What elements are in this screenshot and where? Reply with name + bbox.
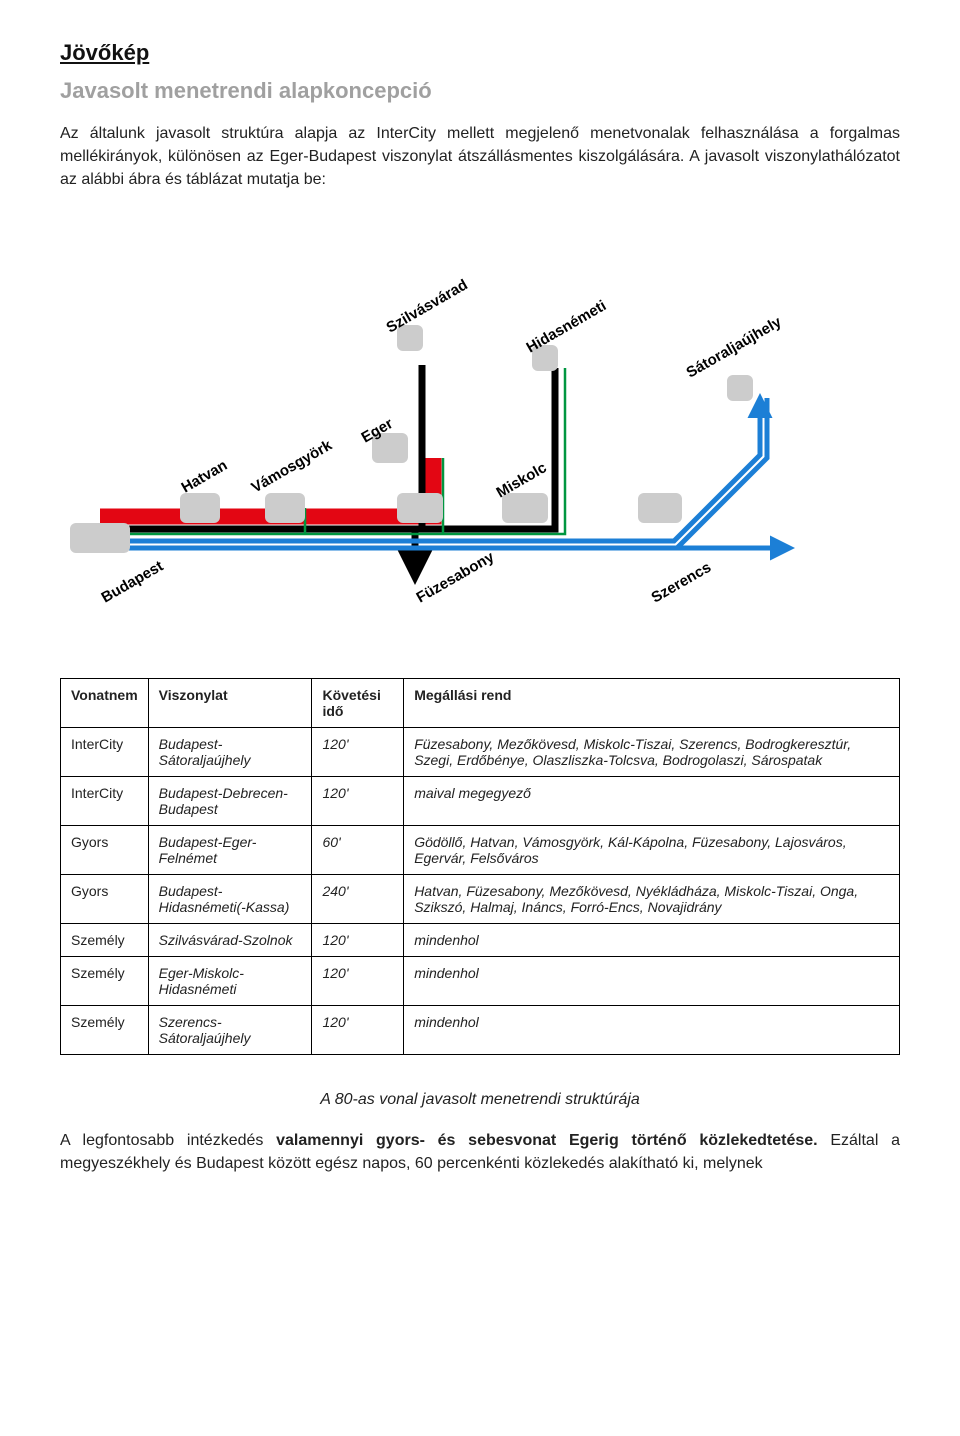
table-cell: Budapest-Debrecen-Budapest (148, 776, 312, 825)
col-viszonylat: Viszonylat (148, 678, 312, 727)
diagram-svg: BudapestHatvanVámosgyörkEgerFüzesabonyMi… (60, 208, 840, 638)
table-cell: 120' (312, 923, 404, 956)
table-row: GyorsBudapest-Hidasnémeti(-Kassa)240'Hat… (61, 874, 900, 923)
col-kovetesi: Követési idő (312, 678, 404, 727)
table-row: SzemélyEger-Miskolc-Hidasnémeti120'minde… (61, 956, 900, 1005)
table-cell: 240' (312, 874, 404, 923)
svg-text:Füzesabony: Füzesabony (414, 548, 498, 606)
table-cell: InterCity (61, 776, 149, 825)
table-cell: Gyors (61, 874, 149, 923)
table-cell: maival megegyező (404, 776, 900, 825)
table-row: SzemélySzerencs-Sátoraljaújhely120'minde… (61, 1005, 900, 1054)
table-row: SzemélySzilvásvárad-Szolnok120'mindenhol (61, 923, 900, 956)
table-cell: Szerencs-Sátoraljaújhely (148, 1005, 312, 1054)
table-cell: Budapest-Sátoraljaújhely (148, 727, 312, 776)
svg-text:Budapest: Budapest (99, 557, 167, 606)
table-cell: Eger-Miskolc-Hidasnémeti (148, 956, 312, 1005)
closing-prefix: A legfontosabb intézkedés (60, 1132, 276, 1149)
intro-paragraph: Az általunk javasolt struktúra alapja az… (60, 122, 900, 192)
table-cell: 120' (312, 956, 404, 1005)
col-megallasi: Megállási rend (404, 678, 900, 727)
svg-text:Sátoraljaújhely: Sátoraljaújhely (684, 313, 785, 381)
table-cell: mindenhol (404, 1005, 900, 1054)
table-cell: 120' (312, 776, 404, 825)
table-cell: Gödöllő, Hatvan, Vámosgyörk, Kál-Kápolna… (404, 825, 900, 874)
svg-text:Hatvan: Hatvan (179, 456, 231, 496)
table-cell: mindenhol (404, 956, 900, 1005)
table-cell: 120' (312, 1005, 404, 1054)
table-header-row: Vonatnem Viszonylat Követési idő Megállá… (61, 678, 900, 727)
page-subtitle: Javasolt menetrendi alapkoncepció (60, 78, 900, 104)
table-cell: 120' (312, 727, 404, 776)
closing-paragraph: A legfontosabb intézkedés valamennyi gyo… (60, 1129, 900, 1175)
timetable: Vonatnem Viszonylat Követési idő Megállá… (60, 678, 900, 1055)
table-caption: A 80-as vonal javasolt menetrendi strukt… (60, 1091, 900, 1109)
table-cell: Gyors (61, 825, 149, 874)
svg-text:Szilvásvárad: Szilvásvárad (384, 276, 471, 336)
table-cell: Személy (61, 956, 149, 1005)
svg-text:Szerencs: Szerencs (649, 558, 715, 606)
table-row: InterCityBudapest-Sátoraljaújhely120'Füz… (61, 727, 900, 776)
table-cell: Hatvan, Füzesabony, Mezőkövesd, Nyékládh… (404, 874, 900, 923)
table-cell: mindenhol (404, 923, 900, 956)
svg-text:Hidasnémeti: Hidasnémeti (524, 297, 610, 356)
table-cell: Budapest-Eger-Felnémet (148, 825, 312, 874)
svg-text:Vámosgyörk: Vámosgyörk (249, 436, 336, 496)
col-vonatnem: Vonatnem (61, 678, 149, 727)
table-cell: InterCity (61, 727, 149, 776)
table-cell: Budapest-Hidasnémeti(-Kassa) (148, 874, 312, 923)
table-cell: Személy (61, 923, 149, 956)
table-cell: Szilvásvárad-Szolnok (148, 923, 312, 956)
closing-bold: valamennyi gyors- és sebesvonat Egerig t… (276, 1132, 817, 1149)
table-cell: Füzesabony, Mezőkövesd, Miskolc-Tiszai, … (404, 727, 900, 776)
table-row: InterCityBudapest-Debrecen-Budapest120'm… (61, 776, 900, 825)
page-title: Jövőkép (60, 40, 900, 66)
table-cell: Személy (61, 1005, 149, 1054)
table-cell: 60' (312, 825, 404, 874)
table-row: GyorsBudapest-Eger-Felnémet60'Gödöllő, H… (61, 825, 900, 874)
network-diagram: BudapestHatvanVámosgyörkEgerFüzesabonyMi… (60, 208, 900, 638)
